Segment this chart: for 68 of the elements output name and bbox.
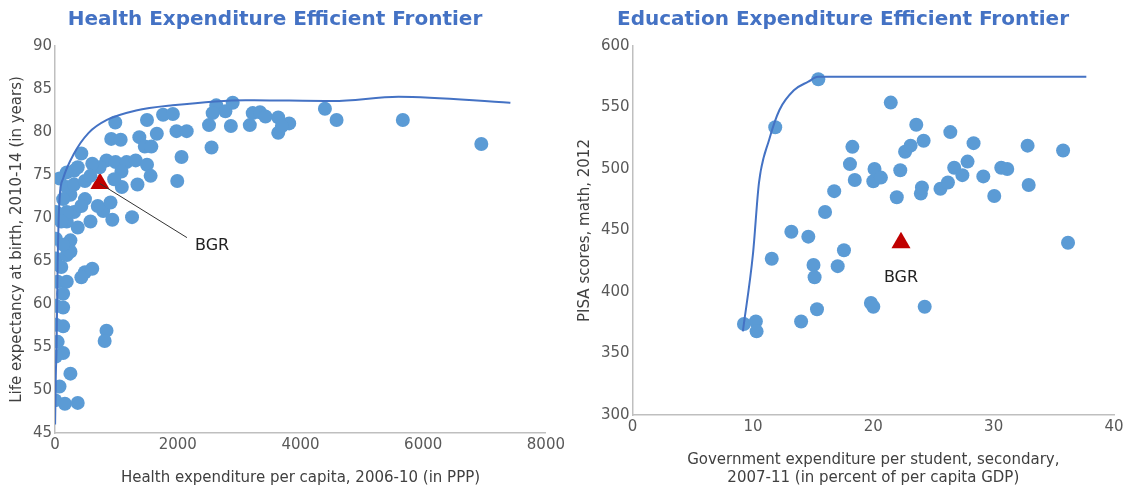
point <box>1020 138 1035 153</box>
point <box>827 184 842 199</box>
point <box>916 133 931 148</box>
y-tick-label: 300 <box>600 404 630 423</box>
point <box>1061 235 1076 250</box>
x-tick-label: 2000 <box>158 434 197 453</box>
x-tick-label: 8000 <box>526 434 566 453</box>
point <box>966 136 981 151</box>
point <box>807 270 822 285</box>
y-tick-label: 50 <box>32 379 53 398</box>
chart-title: Health Expenditure Efficient Frontier <box>67 6 483 31</box>
point <box>909 117 924 132</box>
x-tick-label: 20 <box>863 416 883 435</box>
y-axis-title: PISA scores, math, 2012 <box>574 139 593 322</box>
x-tick-label: 0 <box>627 416 638 435</box>
point <box>940 175 955 190</box>
annotation: BGR <box>194 234 230 254</box>
y-tick-label: 600 <box>600 35 630 54</box>
point <box>883 95 898 110</box>
point <box>1056 143 1071 158</box>
y-tick-label: 60 <box>32 293 53 312</box>
point <box>810 302 824 317</box>
y-tick-label: 550 <box>600 97 630 116</box>
y-tick-label: 65 <box>32 250 53 269</box>
y-tick-label: 500 <box>600 158 630 177</box>
y-tick-label: 350 <box>600 343 630 362</box>
x-tick-label: 6000 <box>404 434 443 453</box>
y-tick-label: 80 <box>32 121 53 140</box>
point <box>917 299 932 314</box>
annotation: BGR <box>883 266 919 286</box>
point <box>845 139 860 154</box>
point <box>889 190 904 205</box>
point <box>794 314 809 329</box>
x-tick-label: 30 <box>984 416 1004 435</box>
x-tick-label: 40 <box>1104 416 1124 435</box>
x-tick-label: 0 <box>50 434 60 453</box>
point <box>1000 162 1015 176</box>
point <box>987 189 1002 204</box>
chart-title: Education Expenditure Efficient Frontier <box>616 6 1070 31</box>
y-tick-label: 55 <box>32 336 53 355</box>
point <box>1021 177 1036 192</box>
y-tick-label: 75 <box>32 164 53 183</box>
point <box>749 324 764 339</box>
y-tick-label: 70 <box>32 207 53 226</box>
y-tick-label: 400 <box>600 281 630 300</box>
point <box>955 168 970 183</box>
x-axis-title: Health expenditure per capita, 2006-10 (in PPP) <box>120 467 481 486</box>
point <box>818 205 833 220</box>
y-axis-title: Life expectancy at birth, 2010-14 (in years) <box>6 76 25 403</box>
point <box>847 173 862 188</box>
x-tick-label: 10 <box>743 416 763 435</box>
y-tick-label: 90 <box>32 35 53 54</box>
point <box>806 257 821 272</box>
point <box>976 169 991 184</box>
point <box>943 125 958 140</box>
point <box>960 154 975 169</box>
point <box>842 157 857 172</box>
point <box>836 243 851 258</box>
y-tick-label: 450 <box>600 220 630 239</box>
x-axis-title: Government expenditure per student, secondary, 2007-11 (in percent of per capita GDP) <box>687 449 1060 486</box>
point <box>903 138 918 153</box>
y-tick-label: 85 <box>32 78 53 97</box>
x-tick-label: 4000 <box>281 434 320 453</box>
point <box>830 259 845 274</box>
point <box>764 251 779 266</box>
point <box>893 163 908 178</box>
point <box>801 229 816 244</box>
point <box>784 224 799 239</box>
